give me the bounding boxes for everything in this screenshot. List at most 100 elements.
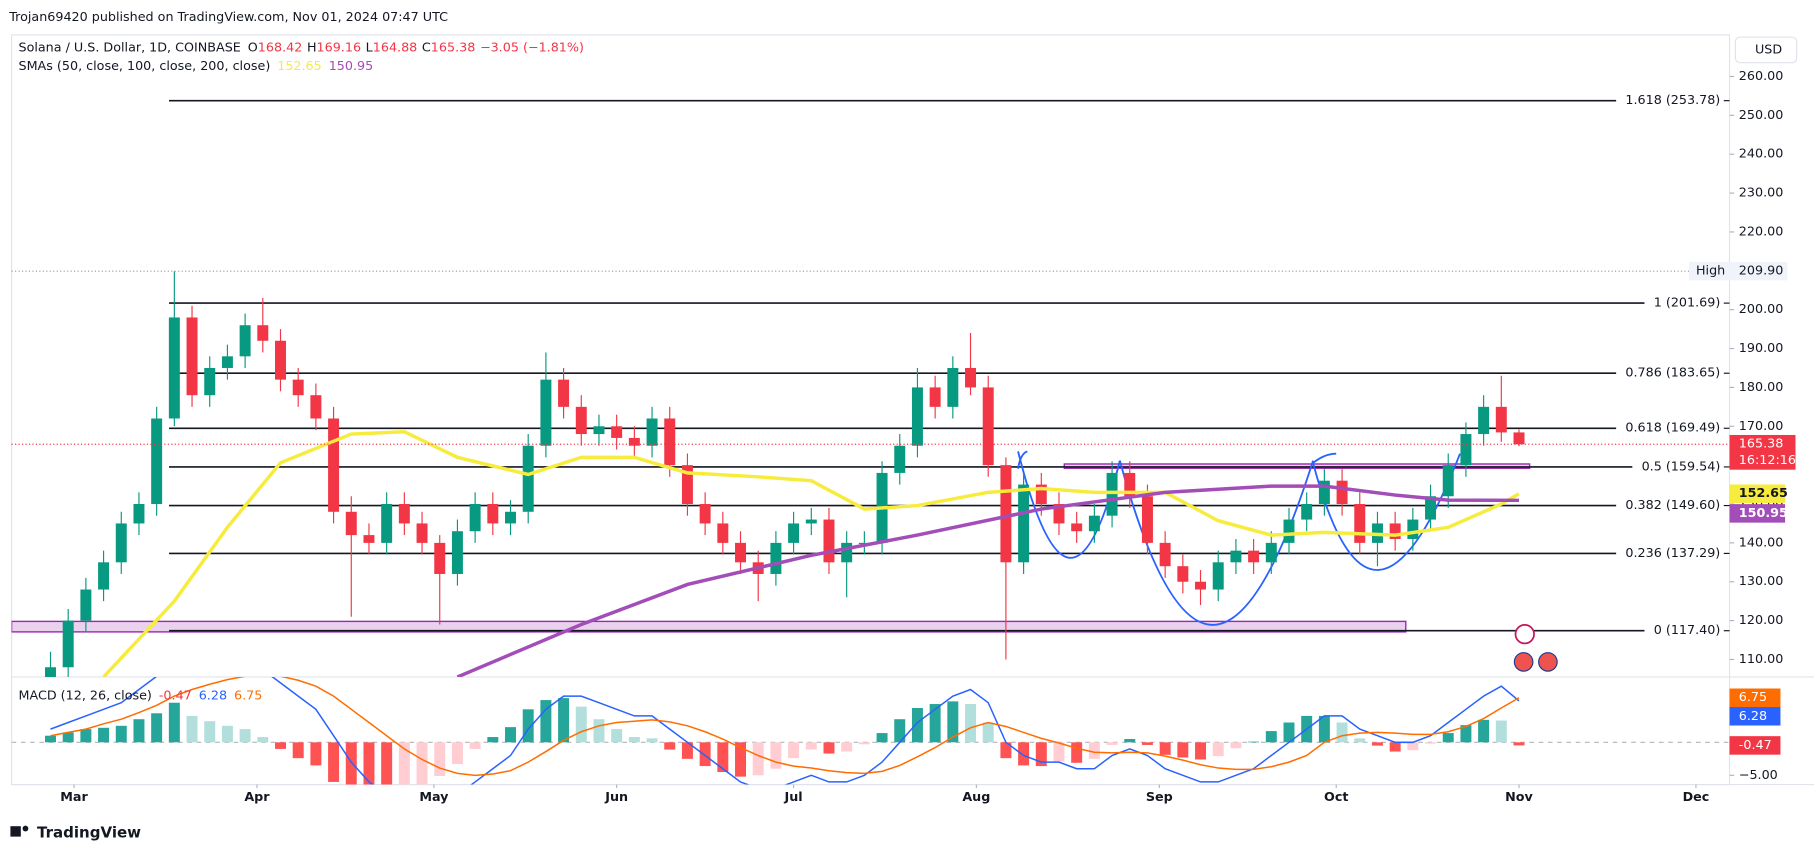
candle-body bbox=[505, 511, 516, 524]
pattern-curve bbox=[1312, 452, 1337, 464]
publisher-line: Trojan69420 published on TradingView.com… bbox=[8, 9, 448, 24]
support-zone bbox=[11, 620, 1407, 633]
macd-histogram-bar bbox=[1248, 741, 1260, 743]
candle-body bbox=[115, 523, 127, 563]
macd-histogram-bar bbox=[558, 698, 570, 743]
macd-histogram-bar bbox=[788, 742, 800, 759]
tradingview-logo: TradingView bbox=[10, 824, 141, 842]
y-tick-label: 140.00 bbox=[1739, 534, 1784, 549]
macd-histogram-bar bbox=[841, 742, 853, 752]
pattern-curve bbox=[1312, 453, 1461, 571]
macd-hist-value: -0.47 bbox=[159, 687, 192, 702]
current-price-box bbox=[1729, 434, 1796, 470]
x-tick-label: Aug bbox=[962, 789, 990, 804]
candle-body bbox=[275, 340, 286, 380]
logo-mark bbox=[10, 826, 21, 837]
candle-body bbox=[487, 504, 499, 524]
candle-body bbox=[221, 356, 233, 368]
event-flag bbox=[1538, 652, 1558, 672]
macd-histogram-bar bbox=[416, 742, 428, 785]
y-tick-label: 250.00 bbox=[1739, 107, 1784, 122]
candle-body bbox=[1035, 484, 1047, 505]
candle-body bbox=[398, 504, 410, 524]
macd-histogram-bar bbox=[239, 729, 251, 743]
sma-axis-box bbox=[1729, 484, 1786, 503]
macd-histogram-bar bbox=[770, 742, 782, 769]
fib-label: 0.5 (159.54) bbox=[1642, 458, 1721, 473]
macd-histogram-bar bbox=[982, 722, 994, 743]
x-tick-label: Apr bbox=[244, 789, 270, 804]
candle-body bbox=[929, 387, 941, 407]
candle-body bbox=[593, 426, 605, 435]
y-tick-label: 190.00 bbox=[1739, 340, 1784, 355]
y-tick-label: 130.00 bbox=[1739, 573, 1784, 588]
fib-label: 0.618 (169.49) bbox=[1625, 420, 1720, 435]
symbol-legend: Solana / U.S. Dollar, 1D, COINBASE O168.4… bbox=[19, 39, 584, 54]
macd-histogram-bar bbox=[1018, 742, 1030, 766]
macd-histogram-bar bbox=[168, 702, 180, 743]
macd-histogram-bar bbox=[1425, 742, 1437, 744]
candle-body bbox=[1495, 406, 1507, 433]
y-tick-label: 180.00 bbox=[1739, 379, 1784, 394]
candle-body bbox=[823, 519, 835, 563]
candle-body bbox=[911, 387, 923, 446]
high-label-box bbox=[1729, 261, 1788, 281]
candle-body bbox=[416, 523, 428, 543]
candle-body bbox=[681, 465, 693, 505]
candle-body bbox=[1442, 465, 1454, 497]
currency-button[interactable] bbox=[1734, 36, 1798, 64]
candle-body bbox=[664, 418, 676, 466]
macd-histogram-bar bbox=[575, 706, 587, 743]
macd-histogram-bar bbox=[929, 704, 941, 743]
logo-text: TradingView bbox=[37, 824, 141, 842]
sma-line bbox=[102, 429, 1520, 677]
fib-label: 1 (201.69) bbox=[1654, 295, 1721, 310]
sma-value: 150.95 bbox=[329, 58, 374, 73]
macd-histogram-bar bbox=[965, 704, 977, 743]
macd-histogram-bar bbox=[876, 733, 888, 743]
ohlc-letter: O bbox=[248, 39, 258, 54]
candle-body bbox=[204, 367, 216, 396]
macd-histogram-bar bbox=[1035, 742, 1047, 767]
macd-histogram-bar bbox=[1177, 742, 1189, 758]
candle-body bbox=[363, 535, 375, 543]
macd-histogram-bar bbox=[1195, 742, 1207, 760]
candle-body bbox=[1513, 432, 1525, 445]
candle-body bbox=[80, 589, 92, 621]
candle-body bbox=[1336, 480, 1348, 505]
macd-y-tick-label: −5.00 bbox=[1739, 767, 1778, 782]
change: −3.05 (−1.81%) bbox=[480, 39, 584, 54]
overlay: 110.00120.00130.00140.00150.00160.00170.… bbox=[11, 39, 1796, 804]
macd-histogram-bar bbox=[911, 707, 923, 743]
macd-histogram-bar bbox=[1389, 742, 1401, 752]
macd-histogram-bar bbox=[363, 742, 375, 785]
candle-body bbox=[965, 367, 977, 388]
candle-body bbox=[894, 445, 906, 473]
macd-histogram-bar bbox=[1478, 719, 1490, 743]
fib-label: 0.786 (183.65) bbox=[1625, 365, 1720, 380]
macd-histogram-bar bbox=[611, 729, 623, 743]
x-tick-label: Mar bbox=[60, 789, 88, 804]
macd-histogram-bar bbox=[1106, 742, 1118, 745]
macd-histogram-bar bbox=[45, 735, 56, 743]
macd-histogram-bar bbox=[1088, 742, 1100, 759]
macd-histogram-bar bbox=[487, 737, 499, 743]
ohlc-letter: C bbox=[422, 39, 431, 54]
macd-axis-box bbox=[1729, 736, 1781, 755]
candle-body bbox=[451, 531, 463, 574]
x-tick-label: Sep bbox=[1146, 789, 1173, 804]
macd-histogram-bar bbox=[310, 742, 322, 766]
sma-line bbox=[456, 484, 1520, 677]
macd-histogram-bar bbox=[717, 742, 729, 773]
macd-histogram-bar bbox=[204, 721, 216, 743]
macd-histogram-bar bbox=[292, 742, 304, 759]
currency-label[interactable]: USD bbox=[1755, 41, 1782, 56]
candle-body bbox=[1141, 496, 1153, 543]
high-name-box bbox=[1689, 261, 1730, 281]
price-pane bbox=[11, 99, 1645, 677]
candle-body bbox=[735, 542, 747, 563]
candle-body bbox=[1389, 523, 1401, 539]
candle-body bbox=[1425, 496, 1437, 520]
macd-histogram-bar bbox=[1159, 742, 1171, 755]
macd-histogram-bar bbox=[398, 742, 410, 785]
